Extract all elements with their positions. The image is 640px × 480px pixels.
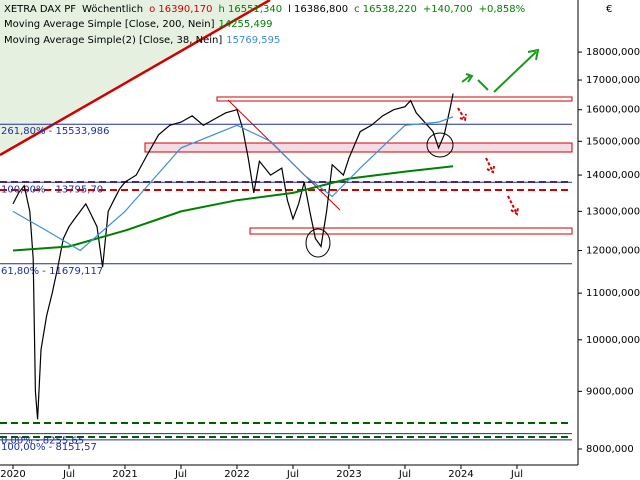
y-tick-label: 16000,000 (586, 105, 640, 116)
x-tick-label: 2022 (224, 469, 249, 480)
y-tick-label: 11000,000 (586, 288, 640, 299)
x-tick-label: Jul (398, 469, 411, 480)
x-tick-label: 2021 (112, 469, 137, 480)
y-tick-label: 18000,000 (586, 47, 640, 58)
header-item: h 16551,340 (218, 4, 282, 15)
x-tick-label: Jul (174, 469, 187, 480)
resistance-box (216, 96, 573, 102)
circle-marker (426, 132, 454, 158)
x-tick-label: 2024 (448, 469, 473, 480)
series-line (12, 165, 454, 252)
header-item: c 16538,220 (354, 4, 417, 15)
circle-marker (305, 228, 331, 258)
header-item: o 16390,170 (149, 4, 212, 15)
x-tick-label: 2023 (336, 469, 361, 480)
x-tick-label: 2020 (0, 469, 25, 480)
legend-value: 14255,499 (218, 19, 272, 30)
y-tick-label: 13000,000 (586, 206, 640, 217)
legend-value: 15769,595 (226, 35, 280, 46)
y-tick-label: 9000,000 (586, 386, 634, 397)
series-line (12, 93, 454, 420)
legend-label: Moving Average Simple [Close, 200, Nein] (4, 19, 215, 30)
support-box (249, 227, 573, 235)
fib-label: 261,80% - 15533,986 (1, 126, 110, 137)
legend-label: Moving Average Simple(2) [Close, 38, Nei… (4, 35, 222, 46)
trend-line (0, 0, 271, 157)
header-item: XETRA DAX PF (4, 4, 76, 15)
support-box (144, 142, 573, 153)
y-tick-label: 8000,000 (586, 444, 634, 455)
y-tick-label: 14000,000 (586, 170, 640, 181)
x-tick-label: Jul (286, 469, 299, 480)
currency: € (606, 4, 612, 15)
fib-label: 100,00% - 13795,70 (1, 184, 103, 195)
header-item: +0,858% (479, 4, 526, 15)
series-line (12, 116, 454, 252)
y-tick-label: 10000,000 (586, 335, 640, 346)
arrow (477, 79, 489, 91)
fib-label: 100,00% - 8151,57 (1, 442, 97, 453)
arrow (493, 48, 540, 93)
x-tick-label: Jul (510, 469, 523, 480)
arrow (457, 107, 467, 122)
arrow (485, 157, 495, 174)
arrow (461, 73, 474, 83)
y-tick-label: 12000,000 (586, 246, 640, 257)
header-item: l 16386,800 (288, 4, 348, 15)
fib-label: 0,00% - 8255,65 (1, 436, 84, 447)
fib-label: 61,80% - 11679,117 (1, 266, 103, 277)
x-tick-label: Jul (62, 469, 75, 480)
header-item: +140,700 (423, 4, 473, 15)
y-tick-label: 15000,000 (586, 136, 640, 147)
y-tick-label: 17000,000 (586, 75, 640, 86)
arrow (507, 195, 519, 216)
header-item: Wöchentlich (82, 4, 143, 15)
